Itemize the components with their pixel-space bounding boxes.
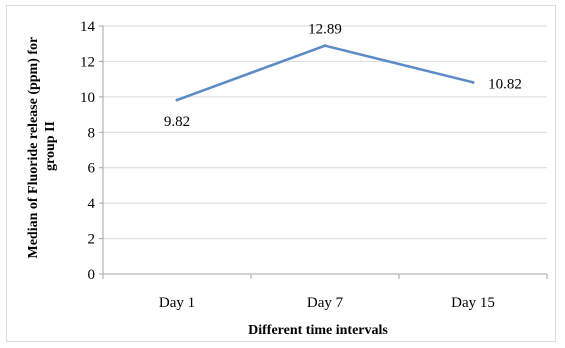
y-tick-labels: 0 2 4 6 8 10 12 14 (80, 19, 96, 283)
data-label: 9.82 (164, 114, 190, 130)
y-axis-title: Median of Fluoride release (ppm) for gro… (26, 33, 58, 258)
data-label: 12.89 (308, 22, 342, 38)
y-tick-label: 10 (80, 90, 95, 106)
x-category-label: Day 15 (451, 295, 495, 311)
chart-frame: 0 2 4 6 8 10 12 14 Day 1 Day 7 Day 15 9.82 12.89 10… (6, 5, 556, 342)
y-tick-label: 2 (88, 232, 96, 248)
gridlines (103, 25, 547, 240)
x-axis-title: Different time intervals (248, 323, 388, 338)
y-tick-label: 0 (88, 267, 96, 283)
y-tick-label: 8 (88, 125, 96, 141)
x-category-labels: Day 1 Day 7 Day 15 (159, 295, 495, 311)
line-chart: 0 2 4 6 8 10 12 14 Day 1 Day 7 Day 15 9.82 12.89 10… (26, 19, 548, 338)
data-point (175, 98, 179, 102)
y-tick-label: 14 (80, 19, 96, 35)
x-category-label: Day 1 (159, 295, 195, 311)
series (175, 44, 475, 102)
y-axis-title-line-1: Median of Fluoride release (ppm) for (26, 37, 41, 259)
axes (99, 25, 548, 279)
data-point (323, 44, 327, 48)
data-labels: 9.82 12.89 10.82 (164, 22, 522, 130)
series-line (176, 44, 474, 102)
y-tick-label: 4 (88, 196, 96, 212)
y-tick-label: 6 (88, 161, 96, 177)
data-label: 10.82 (488, 76, 522, 92)
y-axis-title-line-2: group II (43, 121, 58, 171)
data-point (471, 80, 475, 84)
y-tick-label: 12 (80, 54, 95, 70)
x-category-label: Day 7 (307, 295, 344, 311)
